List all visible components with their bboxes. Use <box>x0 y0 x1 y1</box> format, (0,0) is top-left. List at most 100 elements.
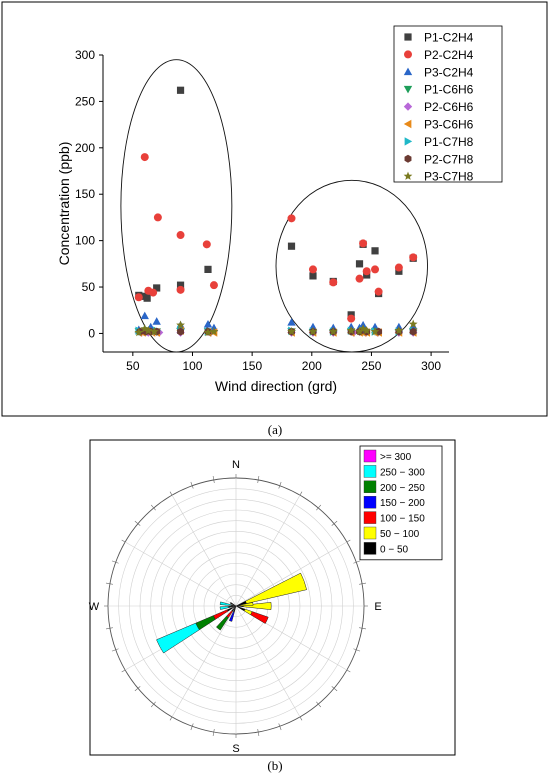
data-point <box>346 326 356 335</box>
scatter-plot-area: 0 50 100 150 200 250 300 50 100 150 200 250 300 Wind … <box>56 25 503 394</box>
legend-bin-label: 50 − 100 <box>380 529 420 540</box>
outer-tick <box>346 539 351 543</box>
data-point <box>355 260 364 268</box>
outer-tick <box>359 627 367 630</box>
x-tick-label: 250 <box>361 359 381 373</box>
legend-marker <box>403 85 413 94</box>
data-point <box>374 287 383 296</box>
data-point <box>204 265 212 273</box>
data-point <box>140 153 149 162</box>
legend-marker <box>403 171 413 180</box>
outer-tick <box>111 648 119 652</box>
legend-label: P3-C2H4 <box>424 65 474 79</box>
grid-spoke <box>171 494 237 607</box>
petal-segment <box>216 615 229 631</box>
data-point <box>202 240 211 249</box>
annotation-ellipse <box>120 59 233 353</box>
legend-label: P2-C2H4 <box>424 48 474 62</box>
x-tick-label: 150 <box>242 359 262 373</box>
data-point <box>371 265 380 274</box>
data-point <box>140 311 149 320</box>
data-point <box>362 267 371 276</box>
outer-tick <box>134 520 141 526</box>
legend-marker <box>403 119 412 129</box>
grid-spoke <box>235 494 301 607</box>
data-point <box>370 326 380 336</box>
grid-spoke <box>124 541 237 607</box>
data-point <box>149 326 159 336</box>
x-tick-label: 50 <box>126 359 140 373</box>
legend-label: P1-C6H6 <box>424 83 474 97</box>
y-tick-label: 0 <box>88 326 95 340</box>
legend-bin-label: 200 − 250 <box>380 483 425 494</box>
legend-label: P1-C7H8 <box>424 135 474 149</box>
outer-tick <box>257 729 260 737</box>
data-point <box>287 326 296 336</box>
data-point <box>209 326 219 336</box>
data-point <box>203 319 213 328</box>
y-tick-label: 100 <box>75 234 95 248</box>
outer-tick <box>353 560 361 564</box>
data-point <box>394 326 404 335</box>
data-point <box>143 326 153 335</box>
legend-swatch <box>363 449 377 463</box>
windrose-panel: N E S W >= 300 250 − 300 200 − 250 150 − 200 100… <box>89 439 456 756</box>
legend-label: P1-C2H4 <box>424 31 474 45</box>
data-point <box>203 327 213 337</box>
legend-label: P2-C7H8 <box>424 152 474 166</box>
y-tick-label: 50 <box>82 280 96 294</box>
legend-box <box>393 25 503 183</box>
outer-tick <box>316 701 322 708</box>
legend-swatch <box>363 496 377 509</box>
legend-label: P3-C7H8 <box>424 170 474 184</box>
data-point <box>359 239 368 248</box>
series-p2-c2h4 <box>134 153 418 323</box>
data-point <box>176 281 185 289</box>
data-point <box>408 319 418 328</box>
outer-tick <box>212 475 215 483</box>
data-point <box>153 213 162 222</box>
data-point <box>153 284 161 292</box>
compass-label-e: E <box>374 601 381 613</box>
legend-marker <box>404 33 412 41</box>
outer-tick <box>299 491 303 496</box>
data-point <box>152 317 161 325</box>
x-tick-label: 300 <box>421 359 441 373</box>
data-point <box>371 247 379 255</box>
legend-swatch <box>363 480 377 493</box>
outer-tick <box>316 504 322 511</box>
data-point <box>176 320 185 329</box>
legend-bin-label: 150 − 200 <box>380 498 425 509</box>
legend-label: P2-C6H6 <box>424 100 474 114</box>
y-tick-label: 250 <box>75 94 95 108</box>
outer-tick <box>169 716 173 721</box>
outer-tick <box>111 560 119 564</box>
legend-swatch <box>363 511 377 524</box>
y-tick-label: 150 <box>75 187 95 201</box>
data-point <box>140 324 150 333</box>
data-point <box>328 326 338 336</box>
y-axis-label: Concentration (ppb) <box>56 142 72 266</box>
outer-tick <box>212 729 215 737</box>
legend-marker <box>404 154 412 163</box>
grid-spoke <box>235 605 301 718</box>
petal-segment <box>229 601 237 607</box>
grid-spoke <box>171 605 237 718</box>
x-tick-label: 100 <box>182 359 202 373</box>
data-point <box>309 272 317 280</box>
data-point <box>308 326 318 336</box>
outer-tick <box>278 481 282 489</box>
petal-segment <box>219 606 230 610</box>
legend-swatch <box>363 465 377 478</box>
data-point <box>287 318 296 326</box>
data-point <box>209 281 218 290</box>
data-point <box>287 242 296 250</box>
data-point <box>347 314 356 323</box>
petal-segment <box>245 572 307 604</box>
outer-tick <box>150 701 156 708</box>
data-point <box>176 86 185 94</box>
data-point <box>362 326 372 335</box>
annotation-ellipse <box>275 179 428 353</box>
data-point <box>355 326 364 336</box>
grid-spoke <box>235 541 348 607</box>
